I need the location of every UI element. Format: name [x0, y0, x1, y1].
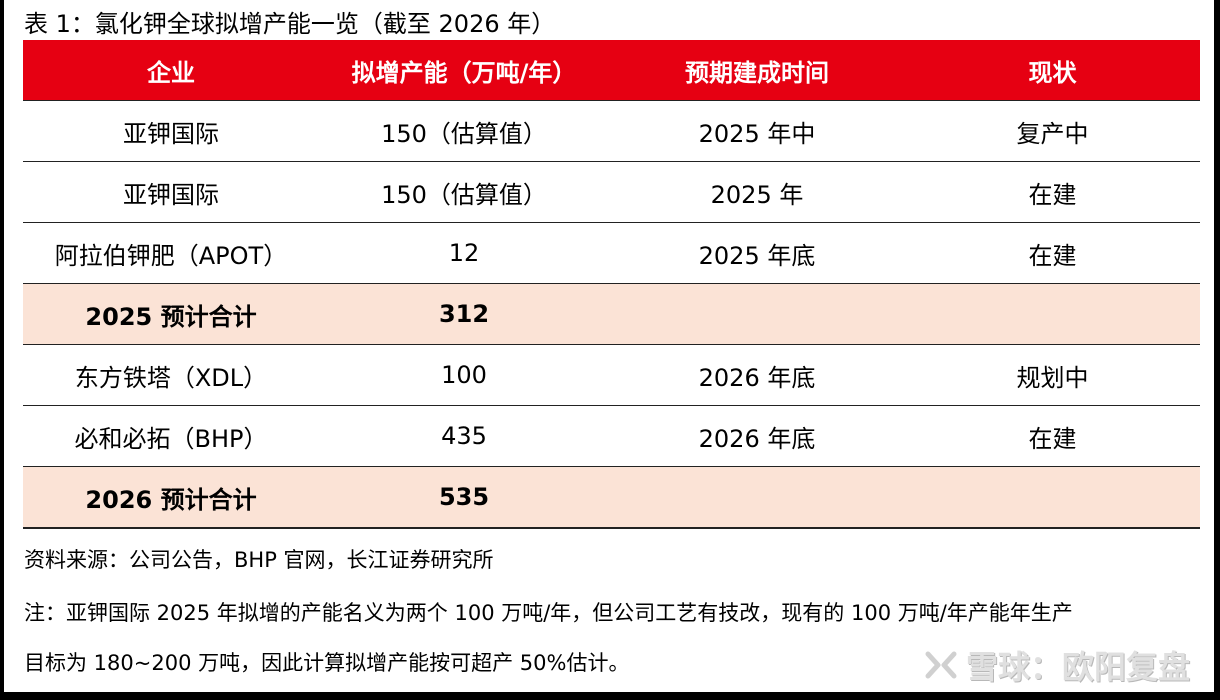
cell-completion-time: 2026 年底: [609, 344, 905, 406]
total-row-2026: 2026 预计合计 535: [23, 466, 1200, 529]
header-capacity: 拟增产能（万吨/年）: [319, 40, 609, 101]
left-frame-border: [0, 0, 4, 700]
cell-status: 复产中: [905, 100, 1200, 162]
cell-completion-time: 2026 年底: [609, 405, 905, 467]
bottom-frame-border: [0, 692, 1220, 700]
cell-company: 必和必拓（BHP）: [23, 405, 319, 467]
cell-empty: [905, 283, 1200, 345]
total-row-2025: 2025 预计合计 312: [23, 283, 1200, 345]
cell-company: 阿拉伯钾肥（APOT）: [23, 222, 319, 284]
cell-total-label: 2026 预计合计: [23, 466, 319, 529]
table-header-row: 企业 拟增产能（万吨/年） 预期建成时间 现状: [23, 40, 1200, 101]
table-caption: 表 1：氯化钾全球拟增产能一览（截至 2026 年）: [24, 10, 556, 38]
header-company: 企业: [23, 40, 319, 101]
cell-capacity: 150（估算值）: [319, 161, 609, 223]
cell-capacity: 150（估算值）: [319, 100, 609, 162]
table-row: 阿拉伯钾肥（APOT） 12 2025 年底 在建: [23, 222, 1200, 284]
cell-total-value: 312: [319, 283, 609, 345]
header-status: 现状: [905, 40, 1200, 101]
watermark: 雪球：欧阳复盘: [922, 642, 1190, 688]
table-row: 必和必拓（BHP） 435 2026 年底 在建: [23, 405, 1200, 467]
table-row: 亚钾国际 150（估算值） 2025 年中 复产中: [23, 100, 1200, 162]
cell-completion-time: 2025 年: [609, 161, 905, 223]
cell-empty: [609, 466, 905, 529]
cell-capacity: 100: [319, 344, 609, 406]
xueqiu-logo-icon: [925, 651, 957, 679]
table-row: 东方铁塔（XDL） 100 2026 年底 规划中: [23, 344, 1200, 406]
cell-company: 东方铁塔（XDL）: [23, 344, 319, 406]
cell-total-label: 2025 预计合计: [23, 283, 319, 345]
cell-capacity: 435: [319, 405, 609, 467]
cell-completion-time: 2025 年中: [609, 100, 905, 162]
watermark-text: 雪球：欧阳复盘: [965, 648, 1190, 686]
cell-company: 亚钾国际: [23, 100, 319, 162]
cell-status: 在建: [905, 161, 1200, 223]
cell-capacity: 12: [319, 222, 609, 284]
capacity-table: 企业 拟增产能（万吨/年） 预期建成时间 现状 亚钾国际 150（估算值） 20…: [23, 40, 1200, 529]
right-frame-border: [1214, 0, 1220, 700]
cell-status: 规划中: [905, 344, 1200, 406]
table-row: 亚钾国际 150（估算值） 2025 年 在建: [23, 161, 1200, 223]
cell-status: 在建: [905, 405, 1200, 467]
cell-status: 在建: [905, 222, 1200, 284]
cell-empty: [609, 283, 905, 345]
footnote-line-1: 注：亚钾国际 2025 年拟增的产能名义为两个 100 万吨/年，但公司工艺有技…: [24, 601, 1073, 625]
cell-company: 亚钾国际: [23, 161, 319, 223]
cell-empty: [905, 466, 1200, 529]
header-completion-time: 预期建成时间: [609, 40, 905, 101]
cell-total-value: 535: [319, 466, 609, 529]
footnote-line-2: 目标为 180~200 万吨，因此计算拟增产能按可超产 50%估计。: [24, 651, 630, 675]
source-note: 资料来源：公司公告，BHP 官网，长江证券研究所: [24, 548, 494, 572]
cell-completion-time: 2025 年底: [609, 222, 905, 284]
